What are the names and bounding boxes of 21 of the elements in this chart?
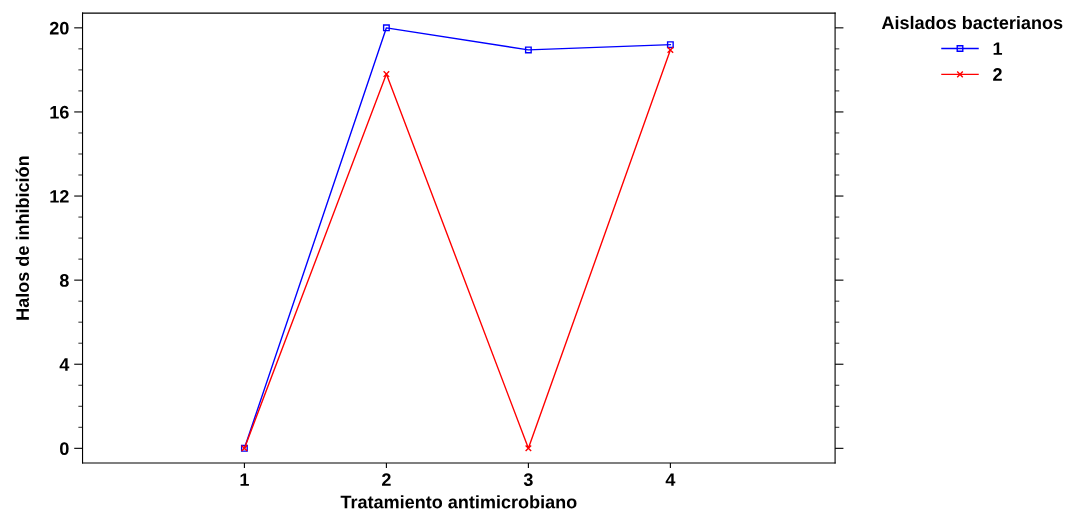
y-tick-label: 12 bbox=[50, 189, 69, 203]
y-tick-label: 8 bbox=[59, 274, 69, 287]
point bbox=[524, 46, 532, 54]
y-tick-label: 20 bbox=[49, 21, 69, 35]
legend-label: 1 bbox=[993, 42, 1003, 55]
y-tick-label: 0 bbox=[60, 442, 69, 456]
y-tick-label: 4 bbox=[59, 358, 70, 371]
x-tick-label: 1 bbox=[240, 473, 249, 486]
point bbox=[666, 41, 674, 49]
point bbox=[524, 444, 532, 452]
x-tick-label: 2 bbox=[382, 473, 391, 486]
x-axis-title: Tratamiento antimicrobiano bbox=[340, 495, 577, 509]
y-tick-label: 16 bbox=[50, 105, 69, 119]
point bbox=[666, 46, 674, 54]
y-axis-title: Halos de inhibición bbox=[15, 156, 30, 320]
point bbox=[382, 24, 390, 32]
x-tick-label: 3 bbox=[523, 473, 533, 487]
legend-title: Aislados bacterianos bbox=[881, 15, 1063, 30]
x-tick-label: 4 bbox=[665, 473, 676, 486]
legend-label: 2 bbox=[993, 68, 1002, 81]
point bbox=[382, 70, 390, 78]
